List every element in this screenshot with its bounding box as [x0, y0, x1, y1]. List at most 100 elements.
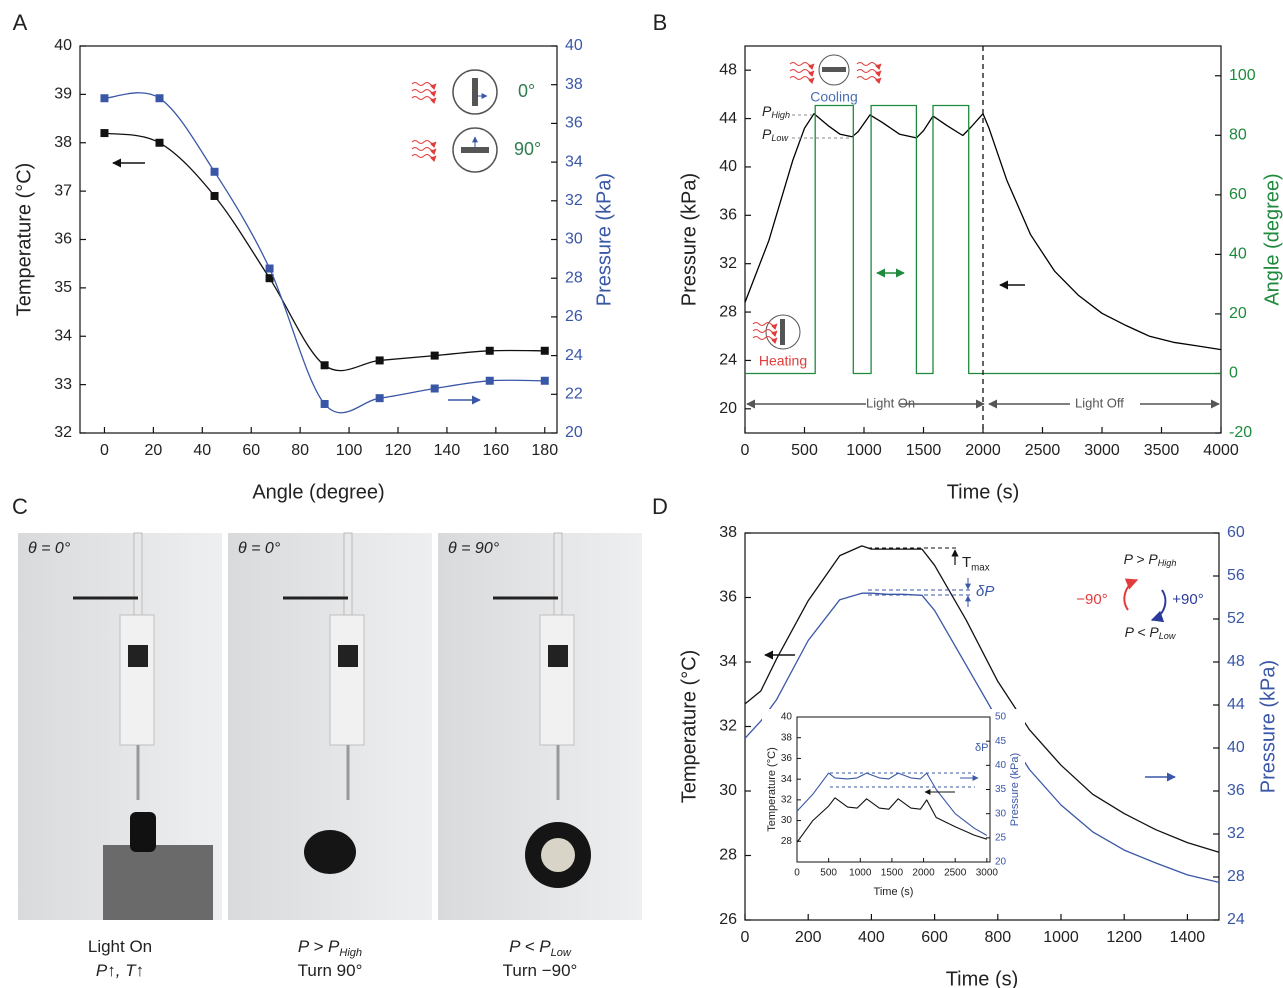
y2-tick-label: 80	[1229, 127, 1247, 144]
light-waves	[411, 140, 437, 148]
photo-caption: P > PHigh	[298, 937, 362, 958]
light-waves	[752, 329, 778, 337]
x-tick-label: 100	[336, 442, 363, 459]
x-tick-label: 4000	[1203, 442, 1239, 459]
photo-caption-main: P↑, T↑	[96, 961, 144, 980]
y2-tick-label: 36	[1227, 782, 1245, 799]
icon-plate	[472, 78, 478, 106]
x-tick-label: 2500	[944, 868, 967, 879]
x-tick-label: 2000	[965, 442, 1001, 459]
x-tick-label: 0	[741, 929, 750, 946]
x-axis-label: Time (s)	[947, 481, 1020, 503]
photo-caption: P↑, T↑	[96, 961, 144, 980]
y-tick-label: 32	[719, 718, 737, 735]
y-tick-label: 26	[719, 911, 737, 928]
annotation: PLow	[762, 126, 789, 144]
y2-tick-label: 32	[1227, 825, 1245, 842]
y2-tick-label: 24	[565, 347, 583, 364]
y-tick-label: 40	[781, 712, 793, 723]
icon-plate	[461, 147, 489, 153]
y2-tick-label: 20	[995, 857, 1007, 868]
x-tick-label: 1500	[881, 868, 904, 879]
y2-tick-label: 38	[565, 76, 583, 93]
annotation-sub: max	[971, 562, 990, 573]
clip	[548, 645, 568, 667]
panel-label: C	[12, 494, 28, 519]
cycle-arrow	[1150, 589, 1167, 623]
y-tick-label: 32	[54, 424, 72, 441]
x-tick-label: 0	[794, 868, 800, 879]
data-point	[540, 346, 549, 355]
y2-tick-label: 32	[565, 192, 583, 209]
x-axis-label: Time (s)	[946, 968, 1019, 988]
light-waves	[856, 76, 882, 84]
y2-tick-label: 44	[1227, 696, 1245, 713]
y2-axis-label: Pressure (kPa)	[593, 173, 615, 306]
x-tick-label: 40	[193, 442, 211, 459]
y2-tick-label: 20	[565, 424, 583, 441]
data-point	[320, 361, 329, 370]
x-axis-label: Angle (degree)	[252, 481, 384, 503]
annotation-sub: Low	[1159, 632, 1177, 642]
x-tick-label: 80	[291, 442, 309, 459]
y2-tick-label: 36	[565, 115, 583, 132]
light-waves	[789, 69, 815, 77]
y-axis-label: Temperature (°C)	[13, 163, 35, 317]
syringe-tube	[119, 614, 155, 746]
y2-tick-label: 40	[565, 37, 583, 54]
y-tick-label: 32	[719, 255, 737, 272]
annotation: PHigh	[762, 103, 790, 121]
x-tick-label: 200	[795, 929, 822, 946]
annotation-main: T	[962, 554, 971, 571]
y2-tick-label: -20	[1229, 424, 1252, 441]
y-tick-label: 36	[54, 231, 72, 248]
y2-tick-label: 25	[995, 832, 1007, 843]
x-tick-label: 3000	[976, 868, 999, 879]
photo-caption-main: Light On	[88, 937, 152, 956]
annotation-sub: High	[771, 111, 790, 121]
panel-label: A	[13, 10, 28, 35]
annotation: δP	[976, 583, 994, 600]
photo-caption-main: P > P	[298, 937, 340, 956]
annotation-main: P	[762, 126, 772, 142]
photo-caption-main: Turn 90°	[298, 961, 363, 980]
photo-label: θ = 0°	[28, 540, 71, 557]
light-waves	[856, 62, 882, 70]
x-tick-label: 0	[741, 442, 750, 459]
photo-caption-main: P < P	[509, 937, 551, 956]
x-tick-label: 160	[482, 442, 509, 459]
data-point	[100, 94, 109, 103]
annotation: −90°	[1076, 591, 1107, 608]
y-tick-label: 24	[719, 352, 737, 369]
y-tick-label: 36	[719, 207, 737, 224]
x-tick-label: 1500	[906, 442, 942, 459]
y-tick-label: 28	[781, 836, 793, 847]
y2-tick-label: 56	[1227, 567, 1245, 584]
series-line	[744, 113, 1222, 351]
x-tick-label: 180	[531, 442, 558, 459]
data-point	[320, 399, 329, 408]
light-waves	[411, 147, 437, 155]
icon-plate	[780, 319, 785, 345]
annotation: Tmax	[962, 554, 990, 573]
x-tick-label: 0	[100, 442, 109, 459]
data-point	[100, 129, 109, 138]
light-waves	[789, 76, 815, 84]
y2-tick-label: 34	[565, 153, 583, 170]
syringe-tube	[539, 614, 575, 746]
data-point	[485, 346, 494, 355]
series-line	[796, 772, 988, 836]
y2-tick-label: 100	[1229, 67, 1256, 84]
y2-tick-label: 48	[1227, 653, 1245, 670]
y2-tick-label: 50	[995, 712, 1007, 723]
tape-core	[541, 838, 575, 872]
y-axis-label: Temperature (°C)	[678, 650, 700, 804]
y-tick-label: 38	[781, 732, 793, 743]
y-tick-label: 20	[719, 400, 737, 417]
y-tick-label: 39	[54, 86, 72, 103]
light-waves	[411, 96, 437, 104]
light-waves	[752, 322, 778, 330]
x-tick-label: 1000	[1043, 929, 1079, 946]
data-point	[210, 167, 219, 176]
